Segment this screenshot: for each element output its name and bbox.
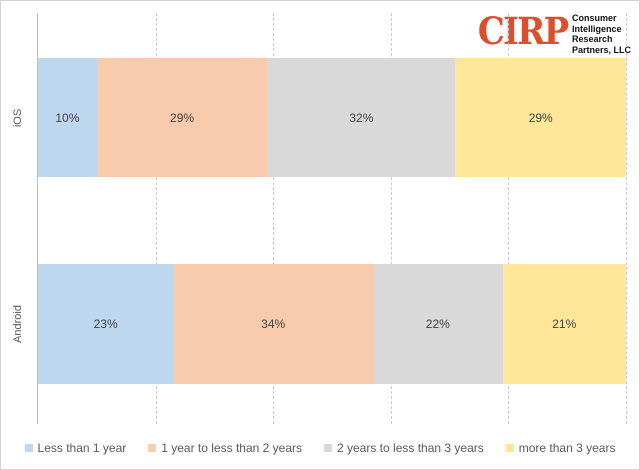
gridline-20-percent (155, 13, 157, 424)
gridline-100-percent (626, 13, 627, 424)
bar-segment: 10% (38, 58, 97, 177)
legend-swatch-icon (148, 444, 157, 452)
segment-label: 34% (261, 317, 286, 331)
category-label-android-text: Android (12, 305, 25, 343)
legend-swatch-icon (505, 444, 514, 452)
segment-label: 32% (349, 110, 374, 125)
category-label-android: Android (1, 264, 35, 384)
bar-segment: 23% (38, 264, 174, 384)
legend-item: more than 3 years (505, 441, 616, 455)
legend-label: 2 years to less than 3 years (337, 441, 484, 455)
bar-segment: 22% (373, 264, 503, 384)
bar-row-ios: 10% 29% 32% 29% (38, 58, 626, 177)
legend-item: Less than 1 year (24, 441, 127, 455)
category-label-ios-text: iOS (12, 108, 24, 127)
segment-label: 22% (425, 317, 450, 331)
gridline-80-percent (508, 13, 510, 424)
bar-segment: 29% (455, 58, 626, 177)
bar-segment: 34% (173, 264, 374, 384)
gridline-40-percent (273, 13, 275, 424)
legend-swatch-icon (24, 444, 33, 452)
bar-segment: 21% (502, 264, 626, 384)
bar-segment: 32% (267, 58, 456, 177)
bar-row-android: 23% 34% 22% 21% (38, 264, 626, 384)
plot-area: 10% 29% 32% 29% 23% 34% 22% 21% (37, 13, 627, 424)
legend-swatch-icon (324, 444, 332, 452)
category-label-ios: iOS (1, 58, 35, 177)
gridline-60-percent (390, 13, 392, 424)
cirp-logo-mark: CIRP (477, 9, 568, 53)
segment-label: 23% (93, 317, 118, 331)
segment-label: 29% (528, 110, 553, 125)
chart-legend: Less than 1 year 1 year to less than 2 ye… (1, 441, 639, 455)
segment-label: 10% (55, 110, 80, 125)
bar-segment: 29% (96, 58, 268, 177)
cirp-logo: CIRP Consumer Intelligence Research Part… (470, 11, 631, 55)
segment-label: 29% (170, 110, 195, 125)
legend-label: 1 year to less than 2 years (161, 441, 302, 455)
segment-label: 21% (552, 317, 577, 331)
legend-label: more than 3 years (518, 441, 616, 455)
legend-item: 2 years to less than 3 years (324, 441, 484, 455)
cirp-logo-text: Consumer Intelligence Research Partners,… (571, 13, 631, 55)
legend-item: 1 year to less than 2 years (148, 441, 302, 455)
legend-label: Less than 1 year (37, 441, 127, 455)
